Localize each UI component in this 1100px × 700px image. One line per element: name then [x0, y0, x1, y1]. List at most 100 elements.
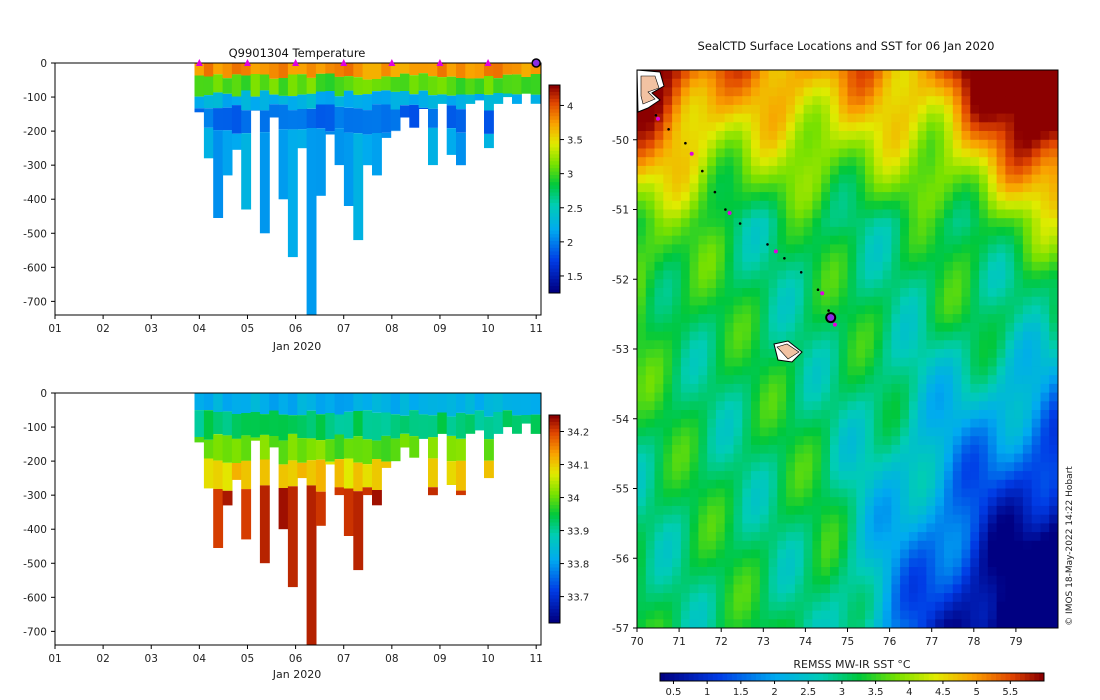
- section-cell: [400, 393, 410, 416]
- sst-cell: [812, 375, 822, 385]
- sst-cell: [637, 505, 647, 516]
- sst-cell: [680, 401, 691, 411]
- sst-cell: [759, 305, 770, 315]
- sst-cell: [698, 183, 708, 193]
- sst-cell: [680, 540, 691, 551]
- sst-cell: [952, 436, 963, 446]
- sst-cell: [944, 549, 954, 559]
- section-cell: [315, 459, 326, 492]
- sst-cell: [654, 479, 664, 490]
- sst-cell: [865, 270, 875, 280]
- sst-cell: [847, 497, 857, 507]
- section-cell: [287, 96, 298, 111]
- salinity-xlabel: Jan 2020: [272, 668, 321, 681]
- sst-cell: [987, 462, 998, 472]
- sst-cell: [742, 340, 752, 350]
- sst-cell: [838, 610, 849, 620]
- sst-cell: [680, 305, 691, 315]
- section-cell: [343, 63, 354, 77]
- sst-cell: [1031, 436, 1042, 446]
- sst-cell: [707, 270, 717, 280]
- sst-cell: [873, 218, 884, 228]
- sst-cell: [1049, 270, 1058, 280]
- sst-cell: [847, 532, 857, 542]
- sst-cell: [952, 349, 963, 359]
- sst-cell: [1040, 244, 1050, 254]
- sst-cell: [882, 375, 892, 385]
- sst-cell: [637, 366, 647, 376]
- sst-cell: [777, 514, 787, 524]
- sst-cell: [1049, 296, 1058, 306]
- sst-cell: [777, 575, 787, 585]
- sst-cell: [865, 540, 875, 551]
- sst-cell: [672, 601, 682, 612]
- sst-cell: [996, 148, 1006, 158]
- sst-cell: [707, 113, 717, 123]
- sst-cell: [698, 296, 708, 306]
- sst-cell: [847, 235, 857, 245]
- sst-cell: [812, 471, 822, 481]
- sst-cell: [733, 209, 743, 219]
- sst-cell: [961, 540, 971, 551]
- sst-cell: [1031, 96, 1042, 106]
- sst-cell: [821, 349, 831, 359]
- sst-cell: [961, 174, 971, 184]
- sst-cell: [759, 488, 770, 498]
- sst-cell: [944, 558, 954, 568]
- section-cell: [353, 436, 364, 463]
- sst-cell: [689, 462, 699, 472]
- x-tick-label: 03: [145, 323, 158, 335]
- sst-cell: [961, 139, 971, 150]
- sst-cell: [821, 131, 831, 141]
- sst-cell: [1022, 453, 1033, 463]
- sst-cell: [637, 471, 647, 481]
- sst-cell: [742, 514, 752, 524]
- sst-cell: [742, 567, 752, 577]
- sst-cell: [680, 253, 691, 263]
- sst-cell: [645, 200, 656, 211]
- sst-cell: [987, 87, 998, 97]
- sst-cell: [882, 174, 892, 184]
- sst-cell: [715, 462, 726, 472]
- sst-cell: [680, 392, 691, 402]
- sst-cell: [935, 514, 945, 524]
- sst-cell: [794, 540, 805, 551]
- sst-cell: [680, 70, 691, 80]
- sst-cell: [847, 619, 857, 628]
- sst-cell: [663, 340, 673, 350]
- sst-cell: [724, 610, 735, 620]
- sst-cell: [794, 200, 805, 211]
- sst-cell: [689, 383, 699, 394]
- sst-cell: [751, 165, 761, 176]
- sst-cell: [689, 340, 699, 350]
- sst-cell: [768, 340, 778, 350]
- sst-cell: [689, 444, 699, 455]
- sst-cell: [680, 366, 691, 376]
- sst-cell: [944, 87, 954, 97]
- sst-cell: [645, 427, 656, 437]
- sst-cell: [759, 593, 770, 603]
- sst-cell: [803, 444, 813, 455]
- sst-cell: [961, 200, 971, 211]
- sst-colorbar-cell: [804, 673, 810, 681]
- y-tick-label: -200: [23, 456, 47, 468]
- sst-cell: [1005, 113, 1015, 123]
- sst-cell: [768, 471, 778, 481]
- sst-cell: [715, 523, 726, 533]
- sst-cell: [698, 497, 708, 507]
- sst-cell: [715, 558, 726, 568]
- sst-cell: [698, 209, 708, 219]
- section-cell: [484, 110, 494, 134]
- sst-cell: [979, 331, 989, 341]
- profile-marker: [484, 59, 492, 66]
- sst-cell: [961, 453, 971, 463]
- sst-cell: [654, 453, 664, 463]
- sst-cell: [1040, 200, 1050, 211]
- sst-cell: [952, 558, 963, 568]
- sst-cell: [637, 567, 647, 577]
- sst-cell: [970, 235, 980, 245]
- sst-cell: [865, 532, 875, 542]
- sst-cell: [672, 200, 682, 211]
- sst-cell: [1014, 610, 1024, 620]
- sst-cell: [830, 322, 840, 333]
